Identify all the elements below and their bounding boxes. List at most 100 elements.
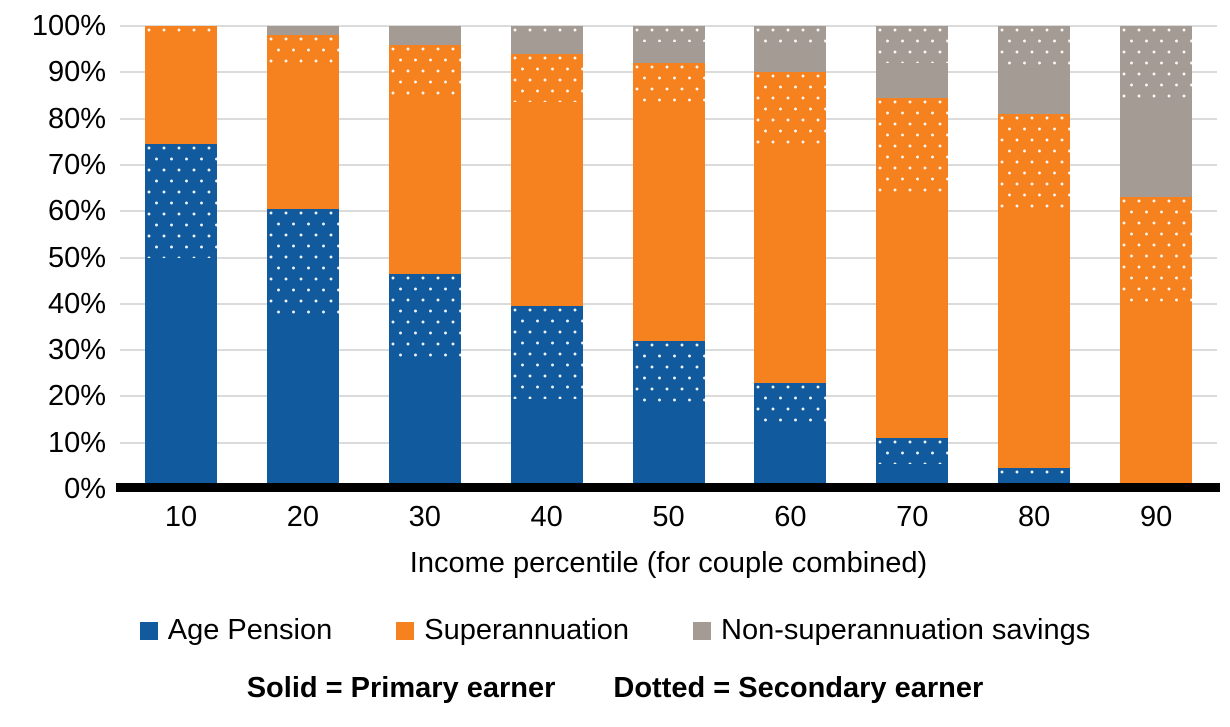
gridline	[120, 25, 1217, 27]
y-tick-label: 0%	[64, 473, 106, 505]
bar-segment-non-superannuation-savings-dotted	[876, 26, 949, 64]
bar-segment-superannuation-solid	[510, 102, 583, 307]
bar-segment-superannuation-dotted	[1120, 197, 1193, 304]
bar-segment-age-pension-dotted	[510, 306, 583, 399]
bar-segment-superannuation-dotted	[876, 97, 949, 193]
bar-column-70	[851, 26, 973, 489]
legend-label: Age Pension	[167, 614, 333, 646]
x-tick-label: 20	[286, 501, 319, 533]
y-tick-label: 40%	[47, 287, 106, 320]
legend-item-non-superannuation-savings: Non-superannuation savings	[693, 614, 1090, 647]
bar-segment-non-superannuation-savings-dotted	[1120, 26, 1193, 103]
x-axis-title: Income percentile (for couple combined)	[409, 547, 928, 579]
bar-column-80	[973, 26, 1095, 489]
bar-stack	[388, 26, 461, 489]
y-tick-label: 80%	[47, 102, 106, 135]
bar-stack	[144, 26, 217, 489]
bar-column-50	[608, 26, 730, 489]
bar-segment-non-superannuation-savings-solid	[510, 35, 583, 54]
x-axis-tick-labels: 10 20 30 40 50 60 70 80 90	[120, 500, 1217, 534]
bar-segment-non-superannuation-savings-dotted	[754, 26, 827, 45]
bar-segment-superannuation-dotted	[144, 26, 217, 36]
bar-segment-superannuation-dotted	[754, 72, 827, 149]
bar-segment-age-pension-dotted	[754, 382, 827, 427]
bar-segment-age-pension-solid	[144, 257, 217, 489]
age-pension-swatch-icon	[139, 621, 158, 640]
bar-segment-non-superannuation-savings-solid	[998, 72, 1071, 115]
legend: Age Pension Superannuation Non-superannu…	[0, 614, 1230, 647]
y-tick-label: 50%	[47, 241, 106, 274]
x-tick-label: 40	[530, 501, 563, 533]
bar-segment-age-pension-dotted	[876, 438, 949, 464]
bar-segment-superannuation-dotted	[632, 63, 705, 110]
bar-segment-age-pension-solid	[266, 317, 339, 489]
legend-item-superannuation: Superannuation	[396, 614, 629, 647]
bar-segment-age-pension-dotted	[266, 208, 339, 318]
bar-segment-non-superannuation-savings-dotted	[510, 26, 583, 36]
bar-segment-superannuation-solid	[266, 67, 339, 209]
bar-segment-non-superannuation-savings-solid	[632, 42, 705, 64]
x-tick-label: 70	[896, 501, 929, 533]
bar-segment-age-pension-solid	[754, 426, 827, 489]
bar-column-30	[364, 26, 486, 489]
bar-segment-non-superannuation-savings-solid	[876, 63, 949, 98]
x-axis-line	[116, 483, 1220, 492]
x-tick-label: 50	[652, 501, 685, 533]
bar-segment-age-pension-solid	[510, 398, 583, 489]
bar-column-90	[1095, 26, 1217, 489]
bar-stack	[998, 26, 1071, 489]
y-tick-label: 20%	[47, 380, 106, 413]
plot-area	[120, 25, 1217, 489]
bar-segment-age-pension-solid	[388, 359, 461, 489]
bar-segment-superannuation-solid	[144, 35, 217, 145]
bar-segment-superannuation-solid	[632, 109, 705, 341]
bar-segment-superannuation-dotted	[266, 35, 339, 68]
x-tick-label: 90	[1139, 501, 1173, 533]
bar-segment-non-superannuation-savings-solid	[388, 26, 461, 45]
bar-segment-age-pension-dotted	[998, 468, 1071, 478]
superannuation-swatch-icon	[396, 621, 415, 640]
y-tick-label: 70%	[47, 148, 106, 181]
y-tick-label: 10%	[47, 426, 106, 459]
bar-segment-age-pension-dotted	[144, 144, 217, 258]
bar-segment-superannuation-dotted	[510, 53, 583, 103]
x-tick-label: 30	[408, 501, 441, 533]
bar-segment-superannuation-dotted	[998, 114, 1071, 214]
bar-stack	[510, 26, 583, 489]
bar-segment-non-superannuation-savings-dotted	[998, 26, 1071, 73]
bar-segment-superannuation-solid	[998, 213, 1071, 469]
footnote-dotted: Dotted = Secondary earner	[613, 672, 984, 704]
legend-label: Superannuation	[424, 614, 630, 646]
bar-column-60	[729, 26, 851, 489]
bar-column-40	[486, 26, 608, 489]
x-tick-label: 80	[1018, 501, 1051, 533]
bar-segment-superannuation-solid	[754, 148, 827, 383]
bar-segment-superannuation-dotted	[388, 44, 461, 98]
bar-segment-age-pension-dotted	[388, 273, 461, 360]
bar-segment-non-superannuation-savings-solid	[266, 26, 339, 36]
bar-segment-age-pension-solid	[632, 405, 705, 489]
bar-segment-non-superannuation-savings-solid	[754, 44, 827, 73]
bar-stack	[876, 26, 949, 489]
bar-segment-non-superannuation-savings-solid	[1120, 102, 1193, 198]
legend-label: Non-superannuation savings	[721, 614, 1091, 646]
footnote-solid: Solid = Primary earner	[246, 672, 556, 704]
bar-segment-superannuation-solid	[1120, 303, 1193, 489]
bar-segment-superannuation-solid	[876, 192, 949, 439]
y-tick-label: 60%	[47, 195, 106, 228]
y-tick-label: 100%	[31, 10, 106, 42]
non-superannuation-savings-swatch-icon	[693, 621, 712, 640]
bar-column-10	[120, 26, 242, 489]
bar-stack	[266, 26, 339, 489]
bars-row	[120, 26, 1217, 489]
bar-segment-age-pension-dotted	[632, 340, 705, 406]
bar-segment-non-superannuation-savings-dotted	[632, 26, 705, 43]
bar-stack	[632, 26, 705, 489]
bar-stack	[1120, 26, 1193, 489]
x-tick-label: 60	[774, 501, 807, 533]
bar-stack	[754, 26, 827, 489]
bar-column-20	[242, 26, 364, 489]
legend-item-age-pension: Age Pension	[139, 614, 333, 647]
pattern-footnote: Solid = Primary earner Dotted = Secondar…	[0, 672, 1230, 705]
